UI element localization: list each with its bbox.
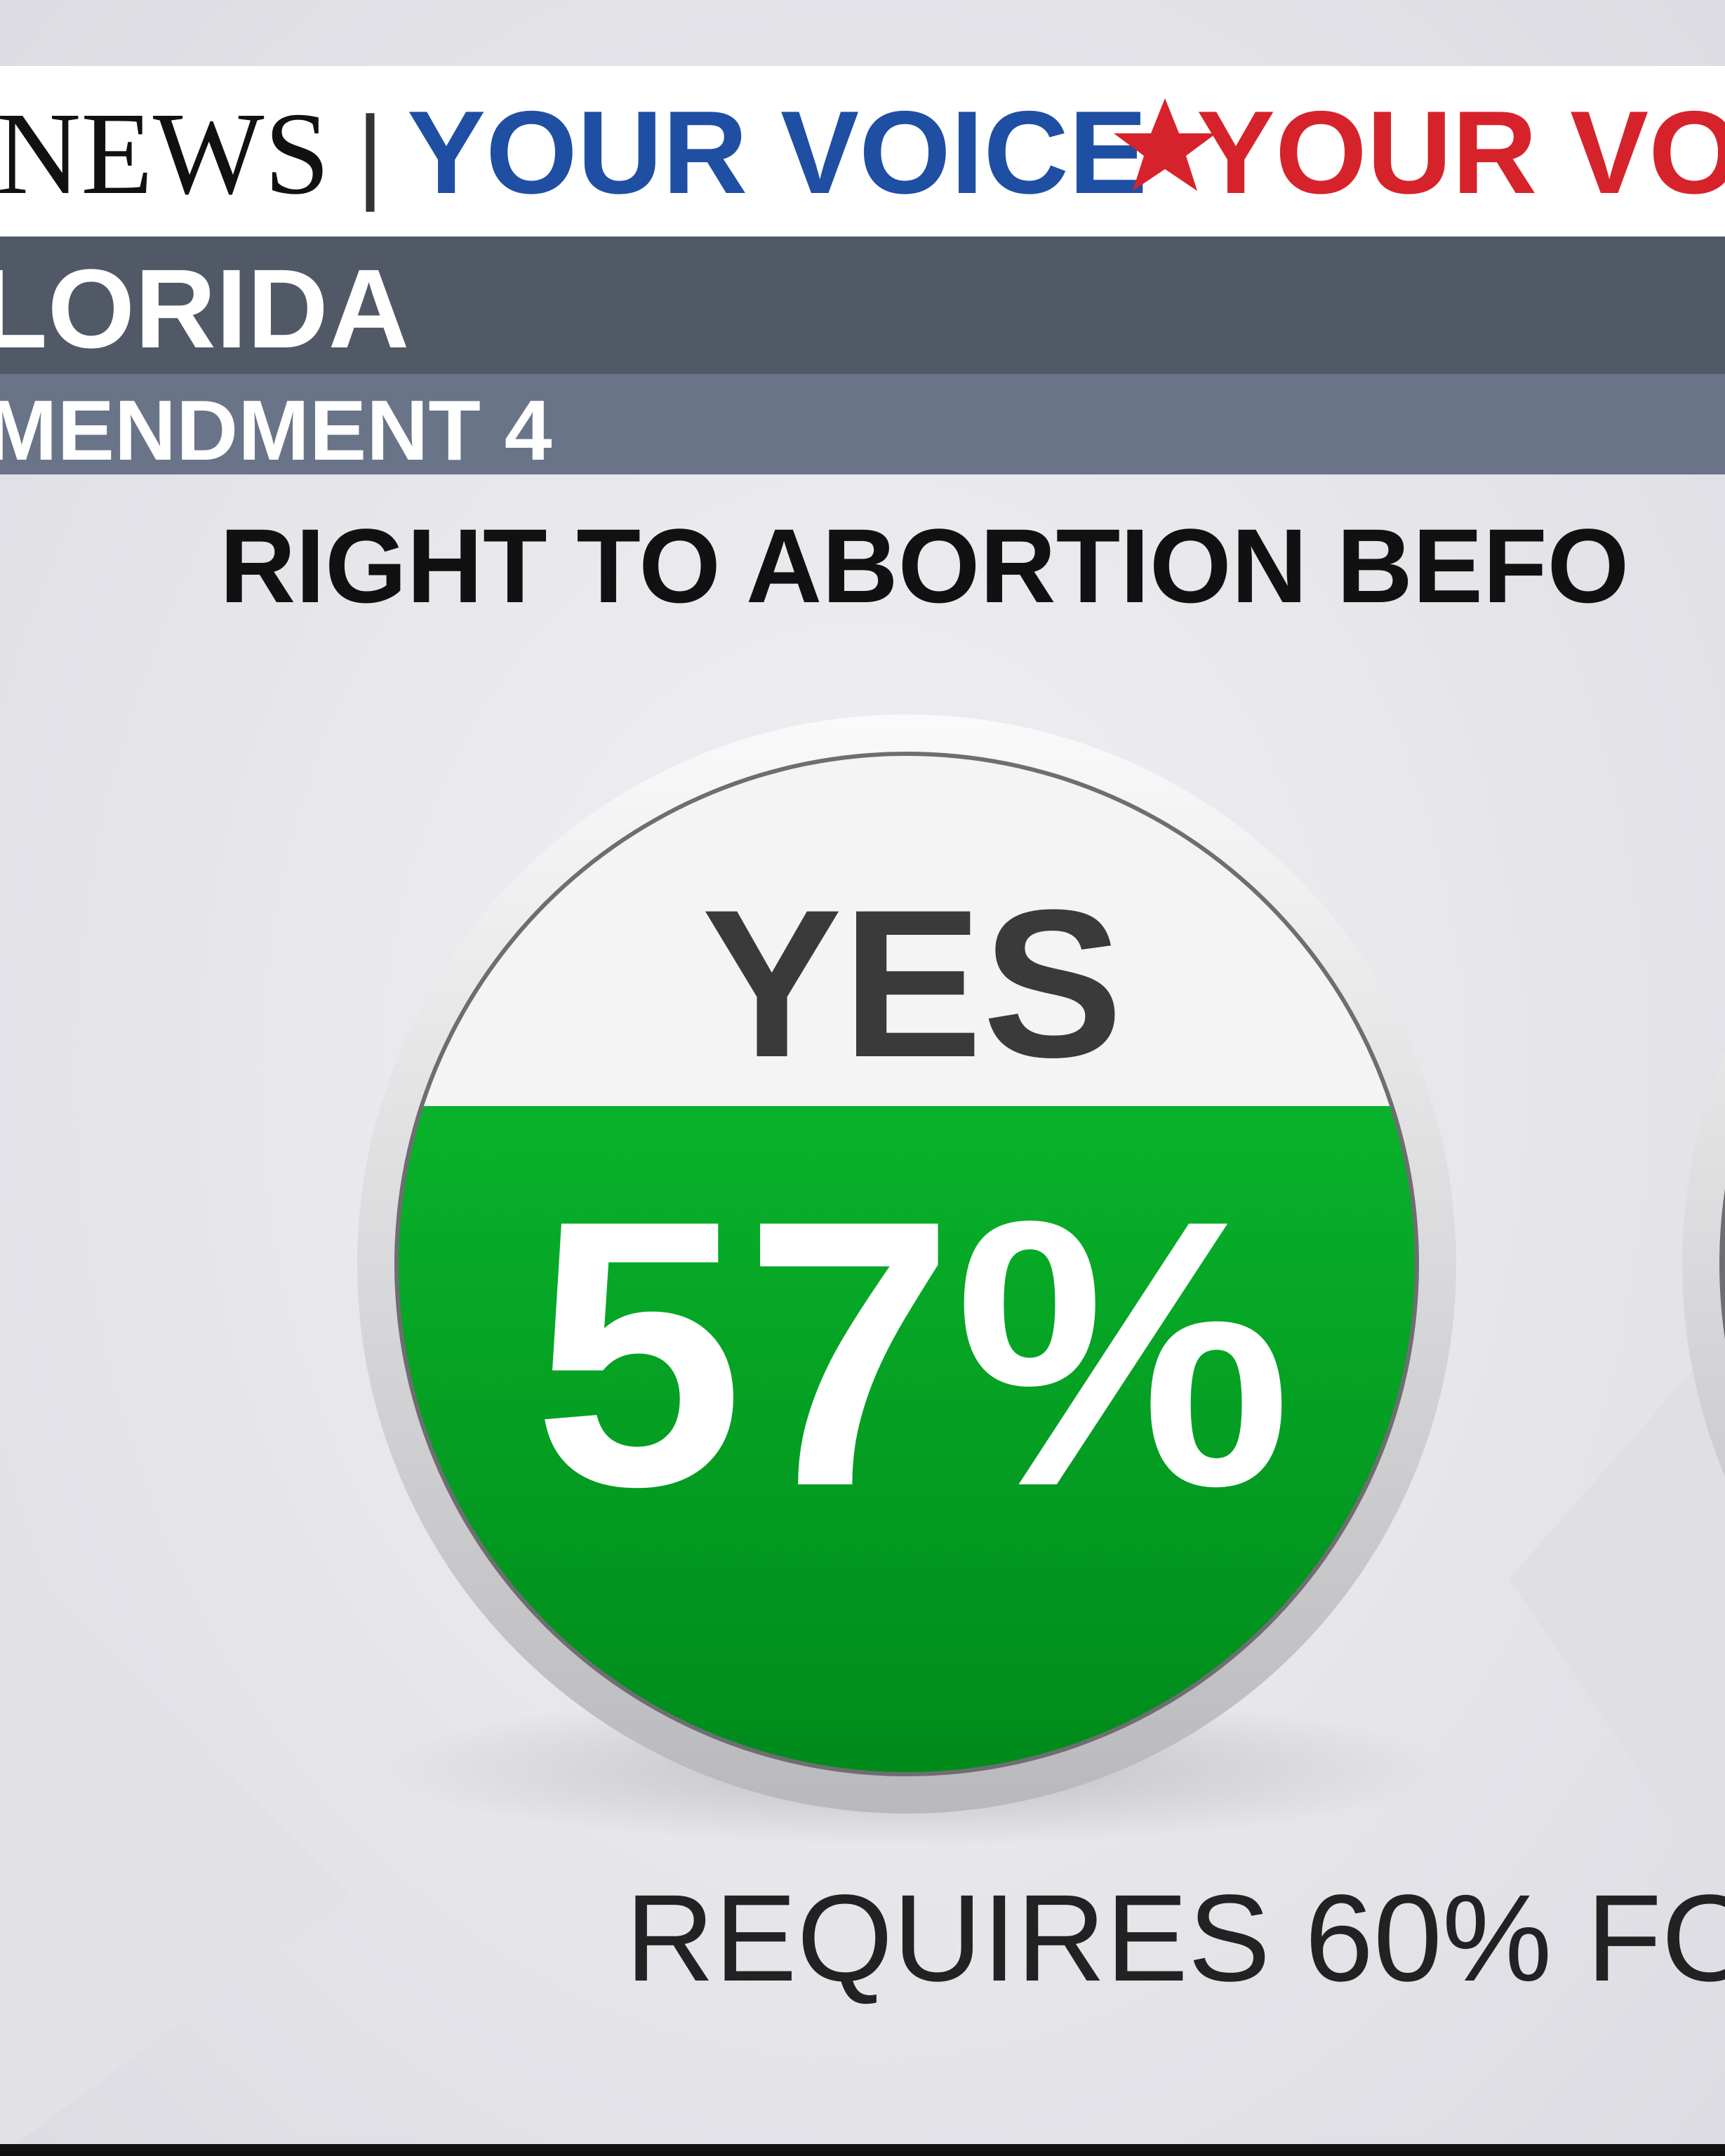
circle-edge xyxy=(1719,1189,1725,1339)
circle-ring xyxy=(1682,1051,1725,1477)
background-shape xyxy=(0,1544,351,2156)
network-name: NEWS xyxy=(0,88,330,219)
slogan-right: YOUR VO xyxy=(1197,86,1725,218)
footnote: REQUIRES 60% FO xyxy=(625,1870,1725,2007)
question: RIGHT TO ABORTION BEFO xyxy=(220,507,1629,625)
measure-name: MENDMENT 4 xyxy=(0,382,552,478)
result-label: YES xyxy=(702,865,1123,1101)
state-name: LORIDA xyxy=(0,246,409,371)
bottom-border xyxy=(0,2144,1725,2156)
measure-bar xyxy=(0,374,1725,474)
background-shape xyxy=(1509,1333,1725,1895)
star-icon xyxy=(1114,98,1216,191)
slogan-left: YOUR VOICE xyxy=(407,86,1147,218)
header-bar xyxy=(0,66,1725,237)
result-share: 57% xyxy=(533,1142,1292,1565)
state-bar xyxy=(0,237,1725,374)
separator: | xyxy=(357,94,384,212)
